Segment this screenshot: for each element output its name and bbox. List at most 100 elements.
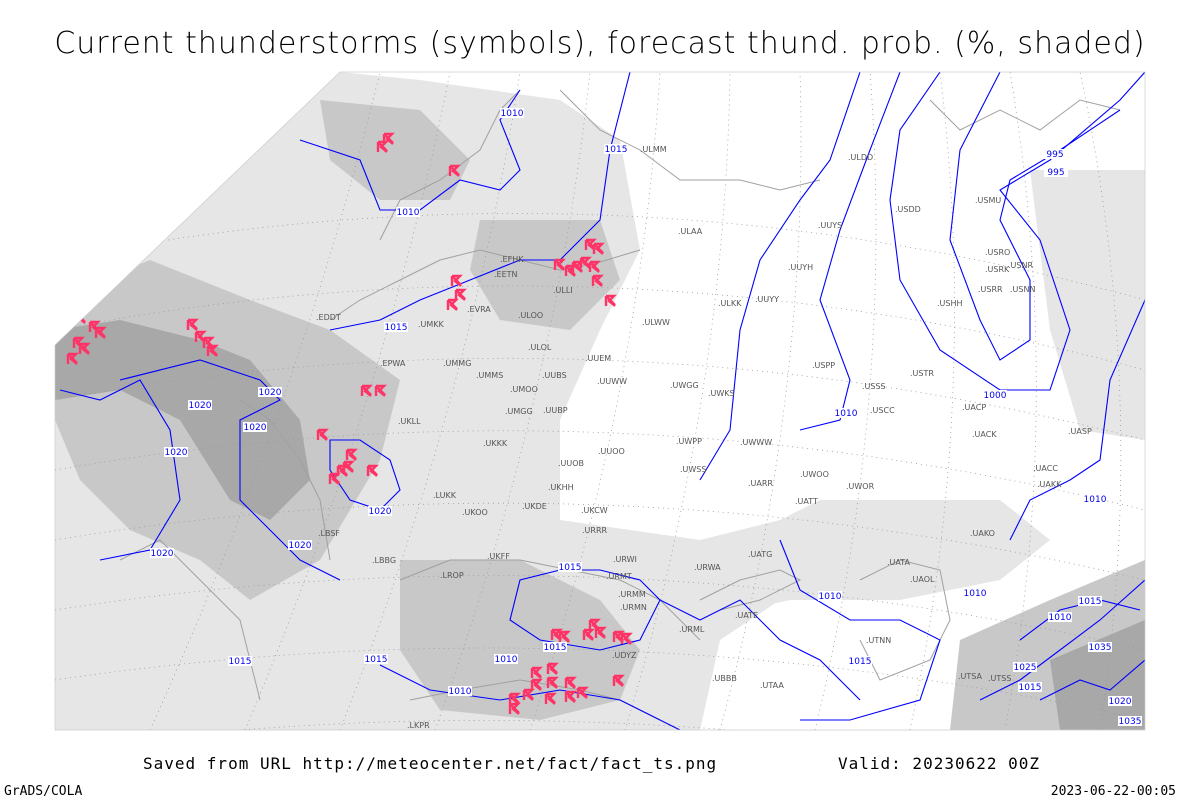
station-label: .UUBS <box>542 371 567 380</box>
station-label: .UUEM <box>585 354 611 363</box>
isobar-line <box>799 72 901 431</box>
station-label: .UACC <box>1033 464 1058 473</box>
station-label: .UKKK <box>483 439 508 448</box>
isobar-line <box>949 72 1121 361</box>
thunderstorm-symbol-icon <box>78 300 91 314</box>
station-label: .USTR <box>910 369 934 378</box>
station-label: .UUYH <box>788 263 813 272</box>
isobar-label: 1015 <box>365 655 388 665</box>
isobar-line <box>119 359 341 581</box>
shading-region <box>320 100 470 200</box>
isobar-label: 1035 <box>1119 717 1142 727</box>
shading-region <box>640 550 790 620</box>
station-label: .LBSF <box>318 529 340 538</box>
isobar-label: 1020 <box>151 549 174 559</box>
station-label: .USDD <box>895 205 921 214</box>
station-label: .URWI <box>613 555 637 564</box>
station-label: .URMT <box>606 572 632 581</box>
station-label: .LROP <box>440 571 464 580</box>
station-label: .UATG <box>748 550 772 559</box>
isobar-label: 1015 <box>385 323 408 333</box>
station-label: .UWOO <box>800 470 829 479</box>
isobar-line <box>379 664 681 730</box>
station-label: .UATA <box>887 558 911 567</box>
source-url: Saved from URL http://meteocenter.net/fa… <box>143 754 718 773</box>
isobar-label: 995 <box>1047 168 1064 178</box>
isobar-label: 1020 <box>189 401 212 411</box>
isobar-label: 1020 <box>165 448 188 458</box>
isobar-label: 1015 <box>544 643 567 653</box>
station-label: .UAKK <box>1037 480 1062 489</box>
shading-region <box>470 220 620 330</box>
station-label: .UATT <box>795 497 818 506</box>
station-label: .ULOO <box>518 311 543 320</box>
station-label: .UMOO <box>510 385 538 394</box>
map-title: Current thunderstorms (symbols), forecas… <box>54 26 1146 61</box>
station-label: .UWSS <box>680 465 706 474</box>
isobar-line <box>1039 659 1145 701</box>
coastline <box>859 559 951 681</box>
isobar-label: 1020 <box>369 507 392 517</box>
coastline <box>699 569 802 611</box>
isobar-label: 1010 <box>1049 613 1072 623</box>
station-label: .ULAA <box>678 227 703 236</box>
station-label: .USRK <box>985 265 1010 274</box>
isobar-line <box>1009 299 1145 541</box>
isobar-label: 1010 <box>449 687 472 697</box>
station-label: .UUWW <box>597 377 627 386</box>
coastline <box>559 89 821 191</box>
isobar-label: 1010 <box>819 592 842 602</box>
isobar-label: 995 <box>1046 150 1063 160</box>
station-label: .UAKO <box>970 529 995 538</box>
station-label: .UACK <box>972 430 997 439</box>
meridian <box>624 72 731 730</box>
station-label: .UUBP <box>543 406 568 415</box>
isobar-line <box>329 72 631 331</box>
isobar-line <box>979 579 1145 701</box>
lat-lon-grid <box>55 72 1145 730</box>
coastline <box>239 399 331 561</box>
station-label: .UTSA <box>958 672 983 681</box>
station-label: .EVRA <box>467 305 491 314</box>
shading-region <box>55 320 310 520</box>
coastline <box>399 559 701 641</box>
isobar-label: 1015 <box>605 145 628 155</box>
station-label: .USRO <box>985 248 1010 257</box>
station-label: .USCC <box>870 406 895 415</box>
isobar-label: 1000 <box>984 391 1007 401</box>
station-label: .UUOO <box>598 447 625 456</box>
station-label: .UTNN <box>866 636 891 645</box>
station-label: .UATE <box>735 611 758 620</box>
station-label: .UKFF <box>487 552 510 561</box>
station-label: .URMN <box>620 603 647 612</box>
station-label: .URML <box>679 625 705 634</box>
isobar-line <box>779 539 941 721</box>
station-label: .UUOB <box>558 459 584 468</box>
isobar-label: 1025 <box>1014 663 1037 673</box>
station-label: .UTSS <box>988 674 1011 683</box>
station-label: .ULMM <box>640 145 667 154</box>
station-label: .URWA <box>694 563 721 572</box>
station-label: .USRR <box>978 285 1003 294</box>
isobar-label: 1035 <box>1089 643 1112 653</box>
station-label: .LBBG <box>372 556 396 565</box>
isobar-line <box>659 599 861 701</box>
isobar-label: 1020 <box>1109 697 1132 707</box>
station-label: .EDDT <box>316 313 341 322</box>
isobar-label: 1020 <box>289 541 312 551</box>
station-label: .USHH <box>937 299 963 308</box>
station-label: .UKCW <box>581 506 608 515</box>
station-label: .USSS <box>862 382 886 391</box>
station-label: .LKPR <box>407 721 430 730</box>
map-frame <box>54 71 1146 731</box>
isobar-label: 1015 <box>229 657 252 667</box>
station-label: .UKHH <box>548 483 574 492</box>
isobar-line <box>699 72 861 481</box>
isobar-label: 1010 <box>501 109 524 119</box>
isobar-label: 1015 <box>559 563 582 573</box>
station-label: .UUYS <box>818 221 842 230</box>
station-label: .ULDD <box>848 153 873 162</box>
station-label: .USNR <box>1008 261 1033 270</box>
isobar-label: 1015 <box>1019 683 1042 693</box>
